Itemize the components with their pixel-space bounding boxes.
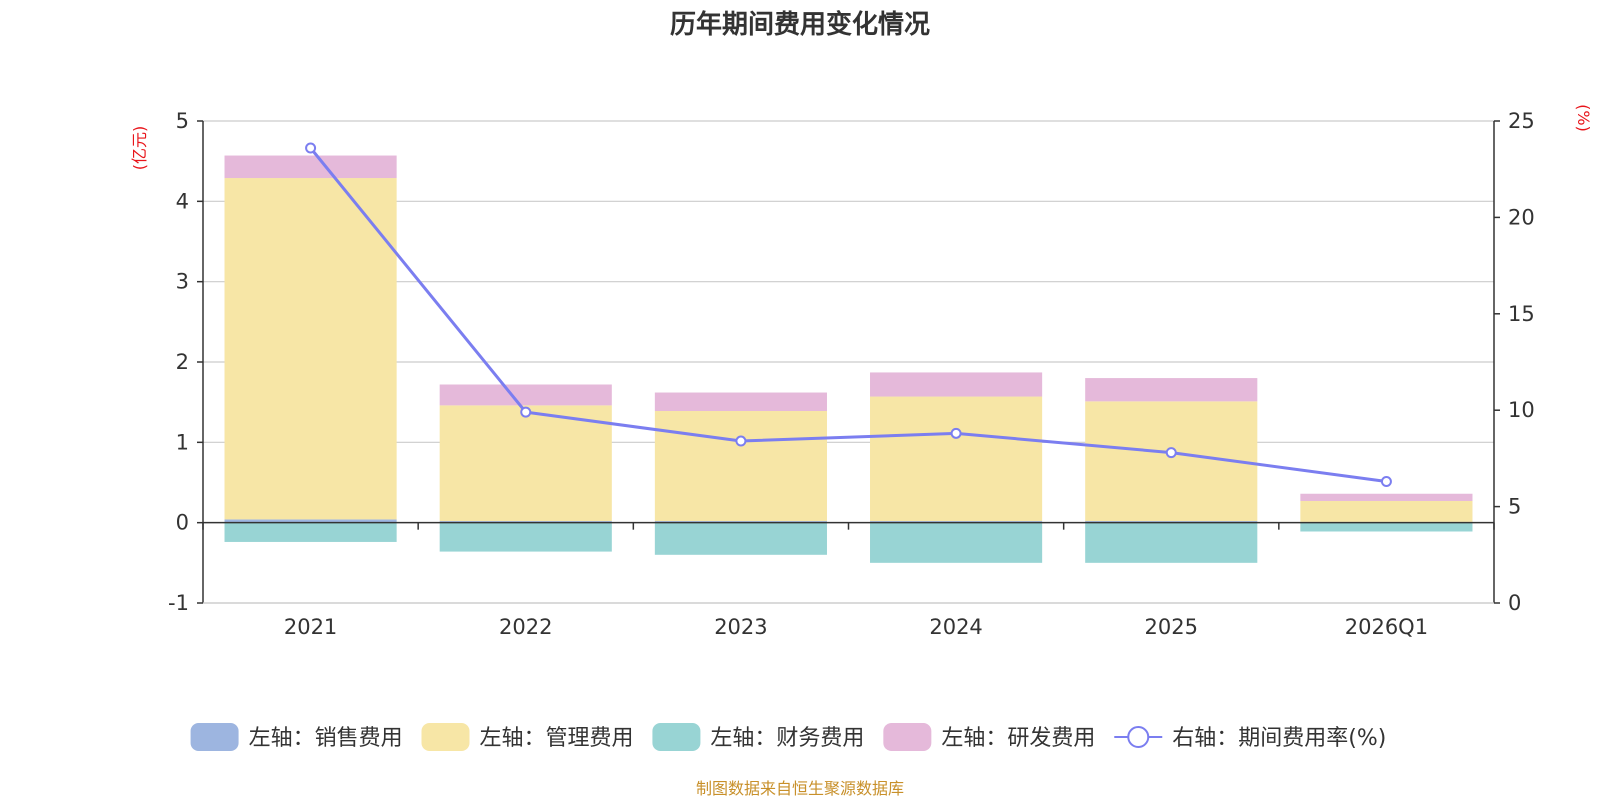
bar-segment: [870, 522, 1043, 563]
bar-segment: [1085, 522, 1258, 563]
legend-swatch: [883, 723, 932, 751]
bar-segment: [224, 519, 397, 523]
legend-swatch: [421, 723, 470, 751]
right-tick-label: 5: [1508, 495, 1521, 519]
rate-point: [950, 427, 962, 439]
bar-segment: [654, 521, 827, 523]
legend-label: 左轴：研发费用: [941, 726, 1095, 751]
category-label: 2025: [1145, 615, 1198, 639]
bar-segment: [870, 372, 1043, 397]
bar-segment: [870, 521, 1043, 523]
bar-segment: [870, 396, 1043, 522]
bar-segment: [224, 522, 397, 542]
left-tick-label: 5: [176, 109, 189, 133]
right-tick-label: 25: [1508, 109, 1535, 133]
legend-label: 左轴：销售费用: [249, 726, 403, 751]
rate-point: [1165, 447, 1177, 459]
legend-swatch: [652, 723, 701, 751]
left-tick-label: 3: [176, 270, 189, 294]
rate-point: [735, 435, 747, 447]
category-label: 2021: [284, 615, 337, 639]
rate-line: [305, 142, 1392, 488]
left-axis-unit: (亿元): [130, 126, 149, 171]
category-label: 2023: [714, 615, 767, 639]
bar-segment: [1300, 500, 1473, 522]
rate-point: [520, 406, 532, 418]
left-tick-label: 1: [176, 430, 189, 454]
bar-segment: [439, 384, 612, 406]
rate-point: [305, 142, 317, 154]
bar-segment: [439, 405, 612, 522]
legend-label: 左轴：财务费用: [710, 726, 864, 751]
chart-title: 历年期间费用变化情况: [670, 9, 930, 40]
bar-segment: [654, 392, 827, 412]
bar-segment: [1300, 493, 1473, 501]
source-note: 制图数据来自恒生聚源数据库: [696, 779, 904, 798]
right-axis-unit: (%): [1574, 104, 1593, 132]
rate-line-path: [309, 147, 1387, 484]
right-tick-label: 0: [1508, 591, 1521, 615]
bar-segment: [1300, 522, 1473, 532]
rate-point: [1380, 476, 1392, 488]
bar-segment: [439, 521, 612, 523]
bar-segment: [654, 411, 827, 522]
bar-segment: [1085, 378, 1258, 402]
legend-label: 左轴：管理费用: [480, 726, 634, 751]
left-tick-label: -1: [168, 591, 189, 615]
category-label: 2024: [929, 615, 982, 639]
right-tick-label: 15: [1508, 302, 1535, 326]
left-tick-label: 4: [176, 189, 189, 213]
right-tick-label: 20: [1508, 205, 1535, 229]
category-label: 2022: [499, 615, 552, 639]
bar-segment: [439, 522, 612, 552]
left-tick-label: 2: [176, 350, 189, 374]
legend-label: 右轴：期间费用率(%): [1172, 726, 1386, 751]
right-tick-label: 10: [1508, 398, 1535, 422]
bar-segment: [654, 522, 827, 555]
category-label: 2026Q1: [1345, 615, 1428, 639]
legend: 左轴：销售费用 左轴：管理费用 左轴：财务费用 左轴：研发费用 右轴：期间费用率(%): [190, 723, 1386, 751]
legend-swatch: [190, 723, 239, 751]
legend-marker: [1127, 726, 1150, 748]
bar-segment: [1085, 521, 1258, 523]
bar-segment: [224, 155, 397, 179]
left-tick-label: 0: [176, 511, 189, 535]
bars: [224, 155, 1473, 563]
bar-segment: [224, 178, 397, 520]
